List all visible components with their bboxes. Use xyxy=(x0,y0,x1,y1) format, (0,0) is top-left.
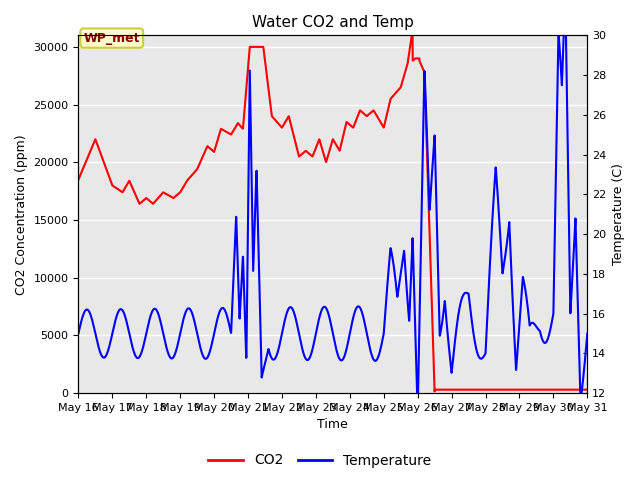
Title: Water CO2 and Temp: Water CO2 and Temp xyxy=(252,15,414,30)
Temperature xyxy=(292,315,300,321)
Line: Temperature: Temperature xyxy=(79,0,588,411)
Temperature xyxy=(269,357,277,362)
CO2 xyxy=(431,389,438,395)
Temperature xyxy=(584,331,591,336)
Legend: CO2, Temperature: CO2, Temperature xyxy=(203,448,437,473)
Y-axis label: Temperature (C): Temperature (C) xyxy=(612,163,625,265)
Temperature xyxy=(75,331,83,336)
Temperature xyxy=(414,408,422,414)
CO2 xyxy=(409,27,417,33)
X-axis label: Time: Time xyxy=(317,419,348,432)
CO2 xyxy=(75,177,83,182)
CO2 xyxy=(584,387,591,393)
Line: CO2: CO2 xyxy=(79,30,588,392)
CO2 xyxy=(292,141,300,146)
CO2 xyxy=(574,387,582,393)
CO2 xyxy=(519,387,527,393)
Y-axis label: CO2 Concentration (ppm): CO2 Concentration (ppm) xyxy=(15,134,28,295)
CO2 xyxy=(132,194,140,200)
Temperature xyxy=(163,345,170,351)
Temperature xyxy=(519,276,527,282)
Temperature xyxy=(132,354,140,360)
Temperature xyxy=(574,298,582,304)
Text: WP_met: WP_met xyxy=(83,32,140,45)
CO2 xyxy=(163,192,170,197)
CO2 xyxy=(269,115,277,121)
